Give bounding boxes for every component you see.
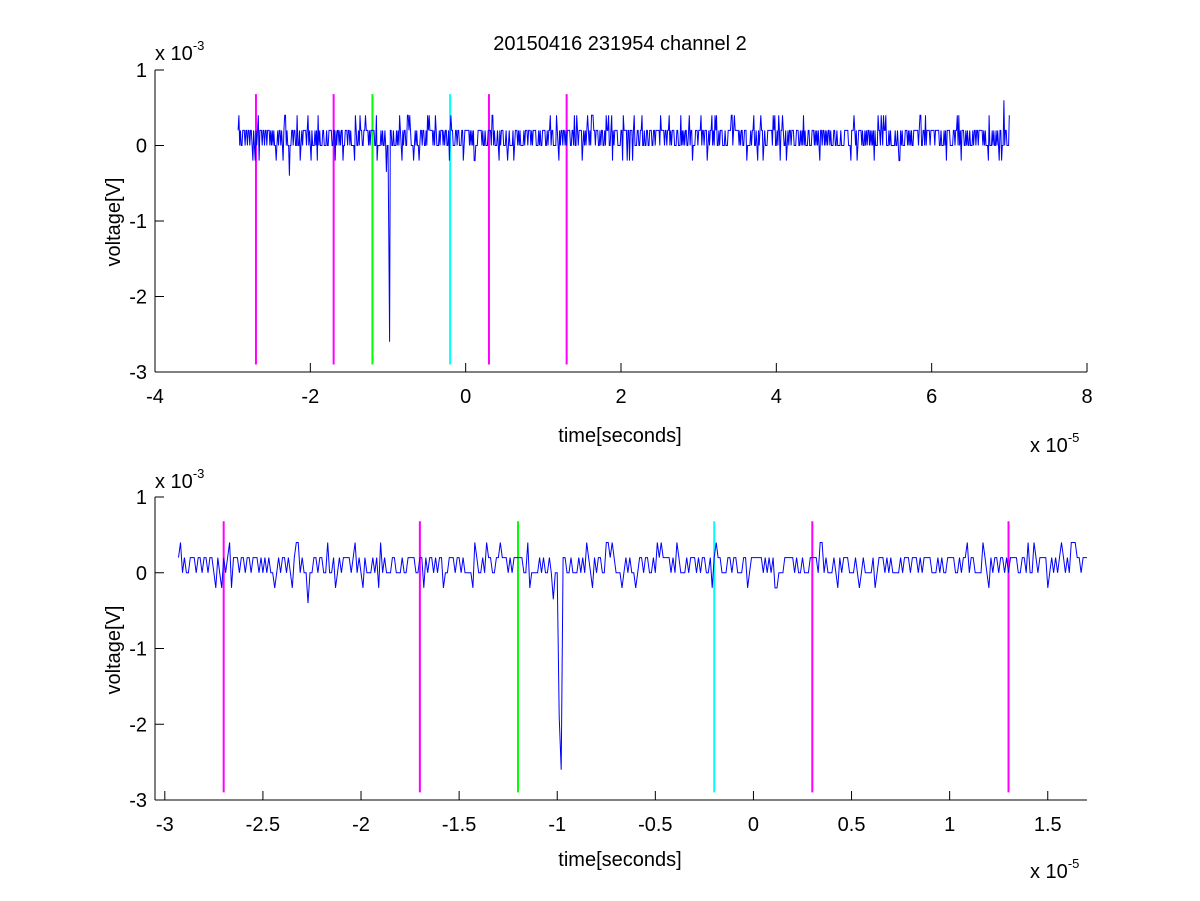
x-tick-label: 0.5 xyxy=(838,814,866,836)
x-ticks-top: -4 -2 0 2 4 6 8 xyxy=(146,363,1093,408)
x-tick-label: 0 xyxy=(748,814,759,836)
y-tick-label: 0 xyxy=(136,563,147,585)
y-axis-label-top: voltage[V] xyxy=(103,178,125,267)
y-tick-label: -3 xyxy=(129,362,147,384)
x-tick-label: -2.5 xyxy=(246,814,280,836)
axes-bottom xyxy=(154,497,1087,801)
y-tick-label: -3 xyxy=(129,790,147,812)
marker-lines-bottom xyxy=(222,521,1010,793)
y-axis-label-bottom: voltage[V] xyxy=(103,606,125,695)
x-tick-label: 1 xyxy=(944,814,955,836)
signal-series-bottom xyxy=(178,542,1087,770)
y-tick-label: 1 xyxy=(136,487,147,509)
y-tick-label: -2 xyxy=(129,287,147,309)
x-tick-label: -2 xyxy=(352,814,370,836)
subplot-bottom: -3 -2.5 -2 -1.5 -1 -0.5 0 0.5 1 1.5 -3 -2 -1 0 1 time… xyxy=(103,466,1087,883)
y-exponent-label-top: x 10-3 xyxy=(155,38,204,65)
x-tick-label: -2 xyxy=(301,386,319,408)
y-ticks-bottom: -3 -2 -1 0 1 xyxy=(129,487,164,812)
y-ticks-top: -3 -2 -1 0 1 xyxy=(129,60,164,384)
x-axis-label-bottom: time[seconds] xyxy=(558,849,681,871)
x-tick-label: -1.5 xyxy=(442,814,476,836)
x-tick-label: -0.5 xyxy=(638,814,672,836)
y-tick-label: -2 xyxy=(129,714,147,736)
x-tick-label: 1.5 xyxy=(1034,814,1062,836)
x-axis-label-top: time[seconds] xyxy=(558,425,681,447)
x-exponent-label-bottom: x 10-5 xyxy=(1030,856,1079,883)
x-exponent-label-top: x 10-5 xyxy=(1030,430,1079,457)
y-tick-label: -1 xyxy=(129,639,147,661)
signal-line xyxy=(237,100,1010,342)
y-tick-label: 1 xyxy=(136,60,147,82)
x-tick-label: 2 xyxy=(615,386,626,408)
figure-title: 20150416 231954 channel 2 xyxy=(493,33,747,55)
signal-series-top xyxy=(237,100,1010,342)
axes-top xyxy=(154,70,1087,373)
y-tick-label: -1 xyxy=(129,211,147,233)
x-tick-label: 6 xyxy=(926,386,937,408)
x-tick-label: -1 xyxy=(548,814,566,836)
x-ticks-bottom: -3 -2.5 -2 -1.5 -1 -0.5 0 0.5 1 1.5 xyxy=(156,791,1062,836)
x-tick-label: -3 xyxy=(156,814,174,836)
y-tick-label: 0 xyxy=(136,136,147,158)
subplot-top: -4 -2 0 2 4 6 8 -3 -2 -1 0 1 time[seconds] voltage… xyxy=(103,38,1093,457)
x-tick-label: 4 xyxy=(771,386,782,408)
x-tick-label: -4 xyxy=(146,386,164,408)
x-tick-label: 0 xyxy=(460,386,471,408)
y-exponent-label-bottom: x 10-3 xyxy=(155,466,204,493)
signal-line xyxy=(178,542,1087,770)
x-tick-label: 8 xyxy=(1081,386,1092,408)
